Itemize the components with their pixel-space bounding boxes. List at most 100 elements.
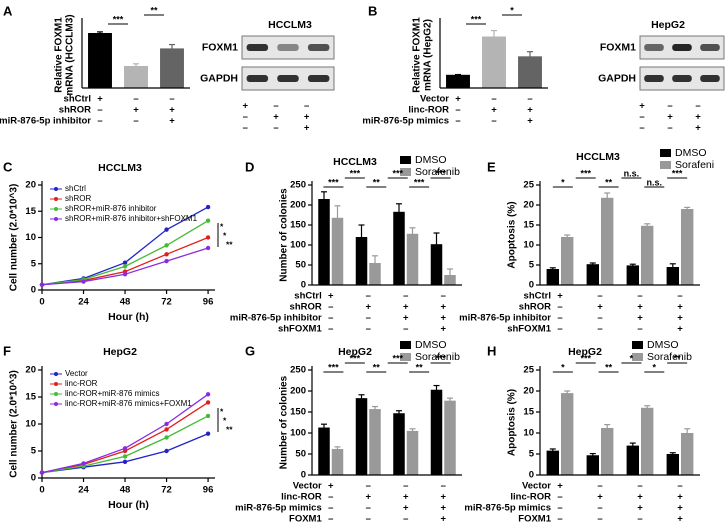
legend-swatch xyxy=(660,161,671,169)
condition-sign: – xyxy=(557,503,562,514)
condition-label: linc-ROR xyxy=(281,492,322,503)
significance-label: *** xyxy=(350,353,361,363)
y-tick-label: 100 xyxy=(290,240,306,251)
significance-label: * xyxy=(220,406,224,416)
x-axis-label: Hour (h) xyxy=(108,499,149,511)
bar xyxy=(518,56,542,88)
blot-band xyxy=(672,44,692,51)
condition-sign: + xyxy=(365,302,371,313)
condition-sign: + xyxy=(677,302,683,313)
point xyxy=(81,279,86,284)
panel-label: E xyxy=(487,159,496,174)
blot-title: HCCLM3 xyxy=(268,19,312,31)
point xyxy=(164,427,169,432)
y-tick-label: 25 xyxy=(523,180,534,191)
condition-sign: – xyxy=(328,313,333,324)
point xyxy=(39,282,45,287)
panel-label: D xyxy=(245,159,254,174)
condition-sign: + xyxy=(304,112,310,123)
blot-band xyxy=(672,75,692,82)
significance-label: n.s. xyxy=(647,177,663,187)
y-tick-label: 20 xyxy=(25,365,36,376)
significance-label: *** xyxy=(392,353,403,363)
condition-sign: – xyxy=(639,123,644,134)
chart-title: HCCLM3 xyxy=(98,162,142,174)
condition-label: linc-ROR xyxy=(510,492,551,503)
condition-sign: + xyxy=(527,116,533,127)
legend-swatch xyxy=(632,353,643,361)
y-tick-label: 200 xyxy=(290,200,306,211)
condition-sign: + xyxy=(365,492,371,503)
condition-sign: – xyxy=(557,324,562,335)
condition-sign: – xyxy=(97,116,102,127)
legend-label: Sorafeni xyxy=(675,159,714,171)
condition-sign: – xyxy=(491,94,496,105)
point xyxy=(205,431,211,436)
condition-sign: + xyxy=(440,313,446,324)
condition-sign: – xyxy=(441,481,446,492)
y-tick-label: 0 xyxy=(529,280,534,291)
condition-sign: + xyxy=(169,116,175,127)
significance-label: ** xyxy=(373,362,381,372)
condition-sign: – xyxy=(366,291,371,302)
point xyxy=(122,446,128,451)
point xyxy=(164,227,169,232)
y-tick-label: 100 xyxy=(290,428,306,439)
x-tick-label: 24 xyxy=(78,297,89,308)
y-axis-label: Apoptosis (%) xyxy=(507,201,518,268)
bar xyxy=(124,66,148,88)
condition-sign: – xyxy=(273,101,278,112)
condition-sign: + xyxy=(667,112,673,123)
x-tick-label: 48 xyxy=(120,485,131,496)
condition-sign: – xyxy=(637,324,642,335)
condition-sign: + xyxy=(243,101,249,112)
condition-sign: + xyxy=(557,291,563,302)
x-tick-label: 72 xyxy=(161,485,172,496)
significance-label: ** xyxy=(605,177,613,187)
condition-label: FOXM1 xyxy=(289,514,322,525)
blot-band xyxy=(246,75,269,82)
significance-label: * xyxy=(220,221,224,231)
condition-sign: + xyxy=(328,481,334,492)
bar xyxy=(369,409,381,475)
bar xyxy=(331,217,344,285)
condition-sign: – xyxy=(677,291,682,302)
condition-sign: + xyxy=(440,514,446,525)
legend-swatch xyxy=(660,149,671,157)
point xyxy=(164,448,169,454)
significance-label: ** xyxy=(416,362,424,372)
x-tick-label: 96 xyxy=(203,485,214,496)
blot-band xyxy=(307,44,330,51)
blot-row-label: FOXM1 xyxy=(202,41,238,53)
bar xyxy=(355,398,368,475)
legend-marker xyxy=(54,187,58,191)
condition-sign: – xyxy=(403,514,408,525)
condition-label: shROR xyxy=(290,302,322,313)
blot-band xyxy=(644,75,664,82)
blot-band xyxy=(307,75,330,82)
y-tick-label: 0 xyxy=(301,470,306,481)
y-axis-label: Cell number (2.0*10^3) xyxy=(9,184,20,292)
condition-sign: + xyxy=(677,503,683,514)
condition-sign: + xyxy=(403,313,409,324)
condition-sign: + xyxy=(328,291,334,302)
y-tick-label: 150 xyxy=(290,407,306,418)
point xyxy=(81,461,86,466)
condition-sign: – xyxy=(557,514,562,525)
bar xyxy=(666,267,679,285)
significance-label: *** xyxy=(328,177,339,187)
significance-label: * xyxy=(223,415,227,425)
condition-sign: – xyxy=(491,116,496,127)
y-tick-label: 15 xyxy=(523,407,534,418)
bar xyxy=(160,48,184,88)
y-tick-label: 5 xyxy=(529,449,535,460)
condition-label: miR-876-5p inhibitor xyxy=(0,116,91,127)
y-tick-label: 20 xyxy=(523,386,534,397)
legend-swatch xyxy=(400,168,411,176)
condition-sign: + xyxy=(695,123,701,134)
condition-sign: – xyxy=(597,324,602,335)
condition-sign: – xyxy=(637,481,642,492)
point xyxy=(205,400,211,405)
legend-marker xyxy=(54,392,58,396)
